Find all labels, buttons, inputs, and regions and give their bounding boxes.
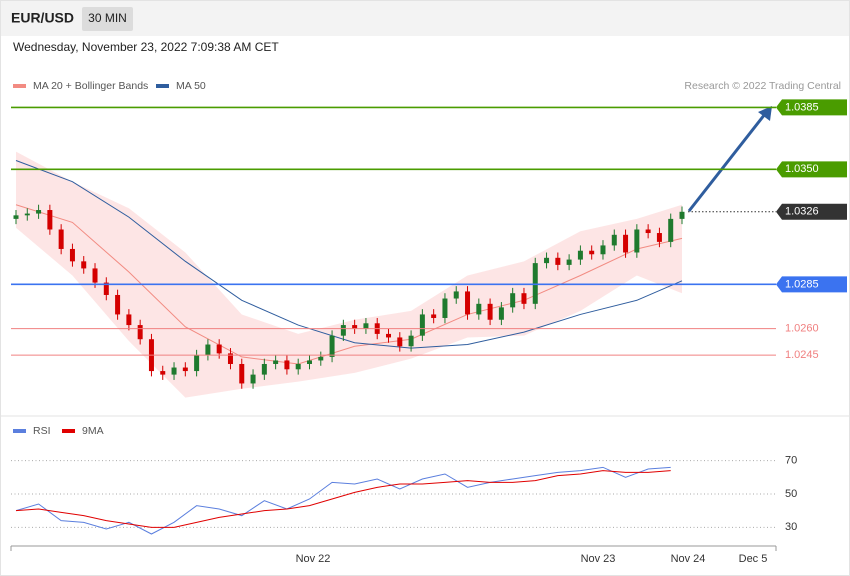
rsi-tick-label: 30	[785, 521, 797, 533]
projection-arrowhead	[758, 106, 772, 121]
candle-body	[600, 245, 606, 255]
main-panel	[13, 151, 685, 398]
candle-body	[476, 303, 482, 315]
rsi-tick-label: 70	[785, 455, 797, 467]
candle-body	[442, 298, 448, 318]
candle-body	[645, 229, 651, 234]
legend-label: RSI	[33, 425, 51, 437]
candle-body	[92, 268, 98, 283]
ma50-line	[15, 160, 683, 349]
candle-body	[295, 363, 301, 370]
level-label: 1.0260	[785, 323, 819, 335]
level-badge	[776, 276, 847, 293]
level-badge	[776, 99, 847, 116]
candle-body	[81, 261, 87, 269]
interval-badge[interactable]	[82, 7, 133, 31]
candle-body	[306, 360, 312, 364]
candle-body	[171, 367, 177, 375]
source: Research © 2022 Trading Central	[684, 80, 841, 92]
candle-body	[261, 363, 267, 375]
candle-body	[69, 248, 75, 262]
candle-body	[453, 291, 459, 299]
candle-body	[273, 360, 279, 364]
level-label: 1.0285	[785, 278, 819, 290]
candle-body	[532, 263, 538, 304]
candle-body	[634, 229, 640, 253]
candle-body	[216, 344, 222, 354]
legend-swatch	[13, 84, 26, 88]
candle-body	[194, 355, 200, 372]
legend-swatch	[13, 429, 26, 433]
candle-body	[160, 371, 166, 375]
candle-body	[318, 356, 324, 361]
candle-body	[47, 210, 53, 230]
legend-label: 9MA	[82, 425, 104, 437]
level-label: 1.0245	[785, 349, 819, 361]
bollinger-band	[16, 151, 682, 398]
level-badge	[776, 161, 847, 178]
candle-body	[656, 233, 662, 242]
x-label: Nov 22	[296, 553, 331, 565]
level-badge	[776, 203, 847, 220]
level-label: 1.0385	[785, 101, 819, 113]
candle-body	[465, 291, 471, 315]
rsi-line	[15, 470, 671, 528]
candle-body	[386, 333, 392, 338]
candle-body	[544, 257, 550, 264]
candle-body	[13, 215, 19, 219]
candle-body	[487, 303, 493, 320]
candle-body	[137, 325, 143, 340]
candle-body	[679, 211, 685, 219]
candle-body	[611, 234, 617, 246]
candle-body	[329, 335, 335, 357]
legend-swatch	[156, 84, 169, 88]
legend-swatch	[62, 429, 75, 433]
candle-body	[431, 314, 437, 318]
candle-body	[521, 293, 527, 304]
interval[interactable]: 30 MIN	[88, 11, 127, 25]
timestamp: Wednesday, November 23, 2022 7:09:38 AM …	[13, 40, 279, 54]
candle-body	[555, 257, 561, 265]
candle-body	[58, 229, 64, 249]
candle-body	[250, 374, 256, 384]
projection-arrow	[687, 113, 767, 212]
level-label: 1.0326	[785, 206, 819, 218]
candle-body	[205, 344, 211, 356]
candle-body	[589, 250, 595, 255]
candle-body	[24, 213, 30, 216]
candle-body	[36, 210, 42, 214]
candle-body	[115, 294, 121, 315]
legend-label: MA 20 + Bollinger Bands	[33, 80, 148, 92]
candle-body	[182, 367, 188, 372]
candle-body	[352, 325, 358, 329]
candle-body	[577, 250, 583, 260]
candle-body	[623, 234, 629, 253]
candle-body	[566, 259, 572, 265]
candle-body	[340, 325, 346, 336]
candle-body	[103, 282, 109, 295]
candle-body	[239, 363, 245, 384]
candle-body	[284, 360, 290, 370]
candle-body	[227, 353, 233, 364]
candle-body	[419, 314, 425, 336]
candle-body	[668, 218, 674, 242]
x-label: Nov 24	[671, 553, 706, 565]
ma20-line	[15, 204, 683, 365]
header-bar	[1, 1, 849, 36]
x-label: Nov 23	[581, 553, 616, 565]
level-label: 1.0350	[785, 163, 819, 175]
x-label: Dec 5	[739, 553, 768, 565]
candle-body	[510, 293, 516, 308]
candle-body	[408, 335, 414, 347]
candle-body	[363, 323, 369, 329]
candle-body	[498, 307, 504, 320]
rsi-tick-label: 50	[785, 488, 797, 500]
candle-body	[126, 314, 132, 326]
candle-body	[397, 337, 403, 347]
legend-label: MA 50	[176, 80, 206, 92]
symbol: EUR/USD	[11, 10, 74, 26]
